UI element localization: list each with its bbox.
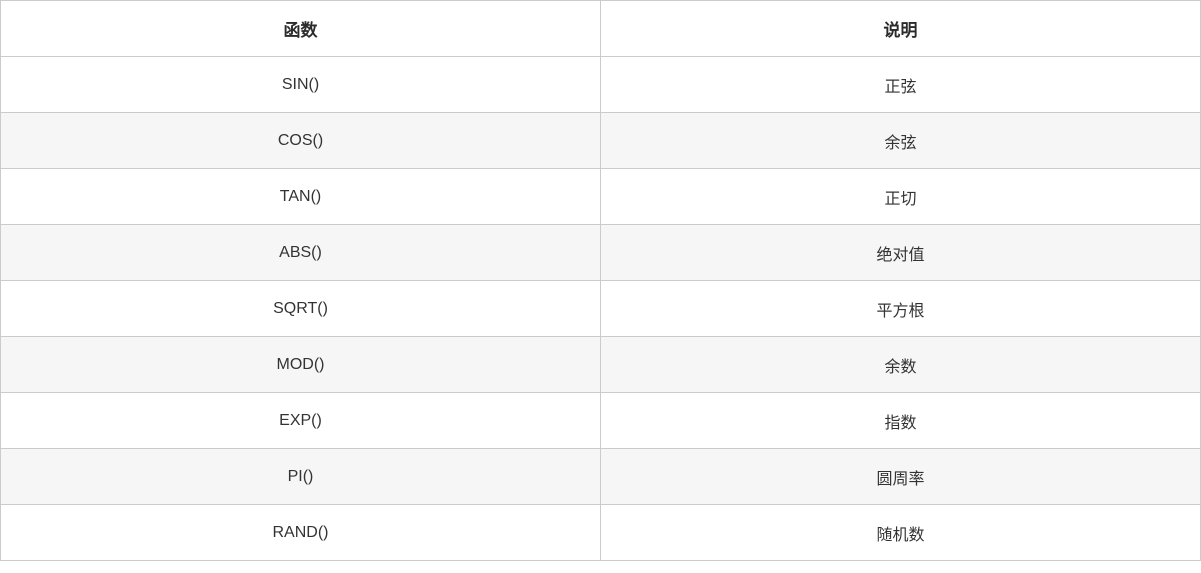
description-cell: 余数 [600,336,1201,393]
description-cell: 随机数 [600,504,1201,561]
functions-reference-table: 函数 说明 SIN() 正弦 COS() 余弦 TAN() 正切 ABS() 绝对值 SQRT(… [0,0,1201,561]
table-row: COS() 余弦 [0,112,1201,169]
function-cell: SIN() [0,56,601,113]
table-row: MOD() 余数 [0,336,1201,393]
table-row: RAND() 随机数 [0,504,1201,561]
function-cell: ABS() [0,224,601,281]
function-cell: SQRT() [0,280,601,337]
table-row: SIN() 正弦 [0,56,1201,113]
table-row: TAN() 正切 [0,168,1201,225]
table-row: EXP() 指数 [0,392,1201,449]
description-cell: 平方根 [600,280,1201,337]
function-cell: RAND() [0,504,601,561]
function-cell: MOD() [0,336,601,393]
description-cell: 余弦 [600,112,1201,169]
function-cell: TAN() [0,168,601,225]
table-body: SIN() 正弦 COS() 余弦 TAN() 正切 ABS() 绝对值 SQRT() 平方根 MO… [0,56,1201,561]
description-cell: 圆周率 [600,448,1201,505]
description-cell: 正切 [600,168,1201,225]
function-cell: COS() [0,112,601,169]
table-header-row: 函数 说明 [0,0,1201,57]
table-row: PI() 圆周率 [0,448,1201,505]
table-row: SQRT() 平方根 [0,280,1201,337]
function-cell: EXP() [0,392,601,449]
description-cell: 指数 [600,392,1201,449]
column-header-function: 函数 [0,0,601,57]
description-cell: 正弦 [600,56,1201,113]
table-header: 函数 说明 [0,0,1201,57]
table-row: ABS() 绝对值 [0,224,1201,281]
column-header-description: 说明 [600,0,1201,57]
description-cell: 绝对值 [600,224,1201,281]
function-cell: PI() [0,448,601,505]
